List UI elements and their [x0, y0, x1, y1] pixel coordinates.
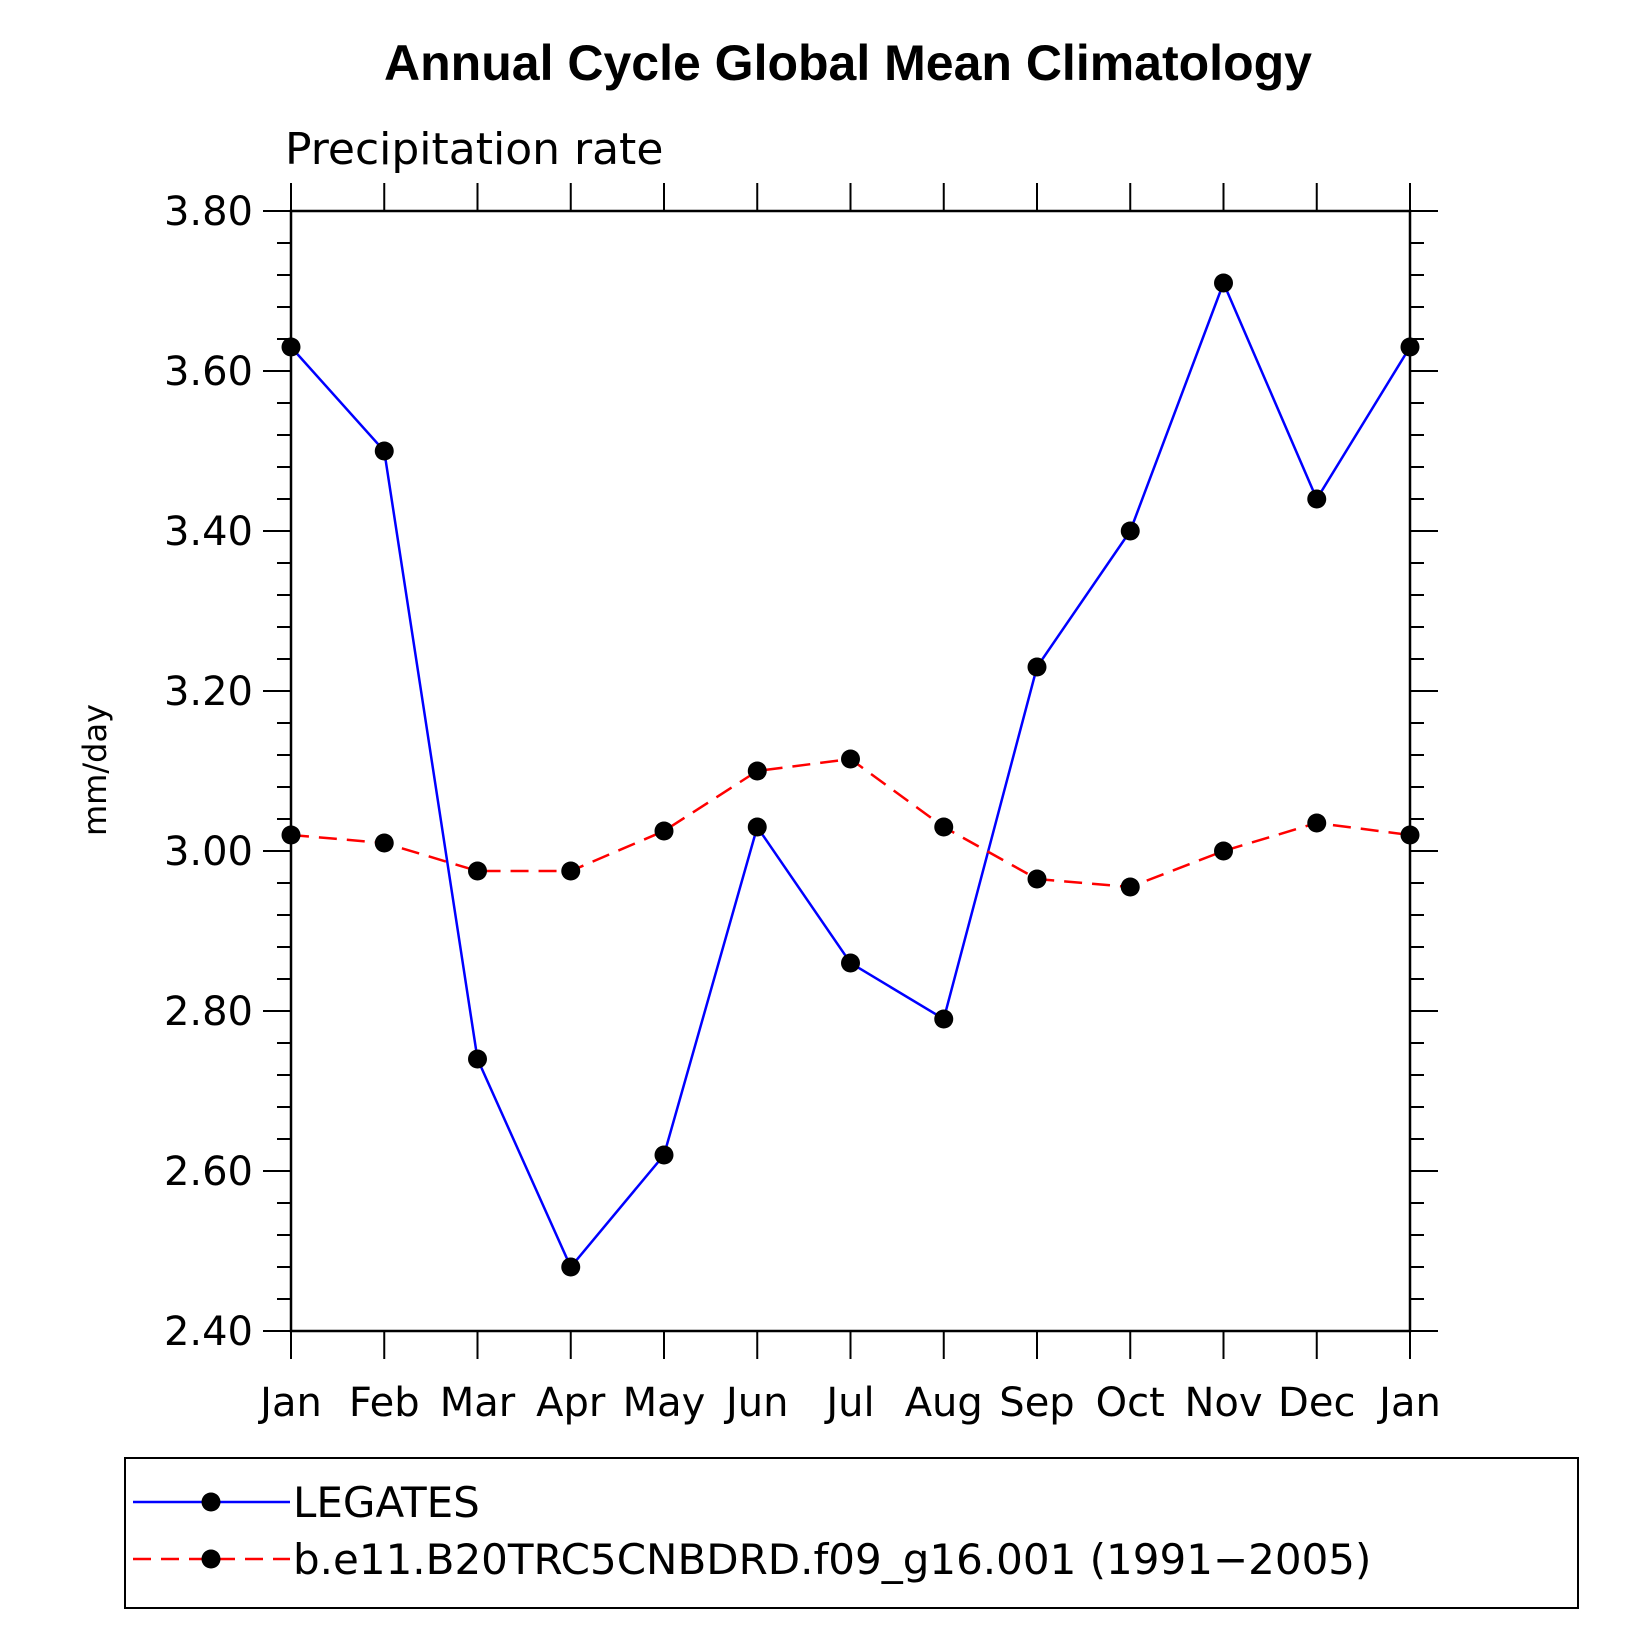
data-point-s0	[281, 337, 301, 357]
data-point-s1	[934, 817, 954, 837]
legend-box	[124, 1457, 1579, 1609]
data-point-s0	[1027, 657, 1047, 677]
y-tick-label: 3.20	[164, 669, 253, 715]
data-point-s1	[747, 761, 767, 781]
y-tick-label: 2.40	[164, 1309, 253, 1355]
data-point-s1	[1214, 841, 1233, 861]
x-tick-label: Oct	[1096, 1380, 1165, 1426]
data-point-s1	[1120, 877, 1140, 897]
data-point-s1	[1400, 825, 1420, 845]
plot-axes: 2.40 2.60 2.80 3.00 3.20 3.40 3.60 3.80 Jan Feb Ma…	[164, 183, 1441, 1426]
series-line-1	[290, 757, 1411, 889]
x-tick-label: Sep	[999, 1380, 1074, 1426]
data-point-s1	[841, 749, 860, 769]
x-tick-label: Aug	[905, 1380, 983, 1426]
data-point-s1	[654, 821, 674, 841]
x-tick-label: Dec	[1278, 1380, 1355, 1426]
x-tick-label: Jun	[723, 1380, 789, 1426]
data-point-s0	[654, 1145, 674, 1165]
data-point-s1	[468, 861, 487, 881]
data-point-s0	[1120, 521, 1140, 541]
data-point-s0	[841, 953, 860, 973]
y-tick-label: 3.40	[164, 509, 253, 555]
data-point-s1	[1307, 813, 1327, 833]
data-point-s1	[1027, 869, 1047, 889]
series-layer	[281, 273, 1420, 1277]
y-tick-label: 3.60	[164, 349, 253, 395]
y-tick-label: 2.80	[164, 989, 253, 1035]
data-point-s0	[934, 1009, 954, 1029]
legend-marker-1	[201, 1549, 221, 1569]
data-point-s1	[561, 861, 581, 881]
legend-marker-0	[201, 1492, 221, 1512]
x-tick-label: Jan	[1376, 1380, 1441, 1426]
chart-title: Annual Cycle Global Mean Climatology	[384, 35, 1312, 91]
x-tick-label: Mar	[440, 1380, 516, 1426]
x-tick-label: Nov	[1184, 1380, 1262, 1426]
legend: LEGATES b.e11.B20TRC5CNBDRD.f09_g16.001 (…	[124, 1457, 1579, 1609]
legend-label-0: LEGATES	[293, 1478, 480, 1527]
legend-label-1: b.e11.B20TRC5CNBDRD.f09_g16.001 (1991−20…	[293, 1535, 1371, 1584]
y-tick-label: 3.80	[164, 189, 253, 235]
plot-frame	[289, 209, 1412, 1333]
y-tick-label: 3.00	[164, 829, 253, 875]
data-point-s1	[281, 825, 301, 845]
y-axis-label: mm/day	[76, 704, 114, 836]
data-point-s0	[561, 1257, 581, 1277]
data-point-s0	[1307, 489, 1327, 509]
x-tick-label: May	[623, 1380, 706, 1426]
data-point-s0	[747, 817, 767, 837]
y-tick-label: 2.60	[164, 1149, 253, 1195]
x-tick-label: Apr	[536, 1380, 606, 1426]
x-tick-label: Feb	[349, 1380, 420, 1426]
x-tick-label: Jul	[823, 1380, 874, 1426]
data-point-s0	[374, 441, 394, 461]
x-tick-label: Jan	[257, 1380, 322, 1426]
series-line-0	[290, 279, 1412, 1270]
chart-subtitle: Precipitation rate	[285, 124, 663, 175]
data-point-s1	[374, 833, 394, 853]
data-point-s0	[468, 1049, 487, 1069]
data-point-s0	[1400, 337, 1420, 357]
data-point-s0	[1214, 273, 1233, 293]
